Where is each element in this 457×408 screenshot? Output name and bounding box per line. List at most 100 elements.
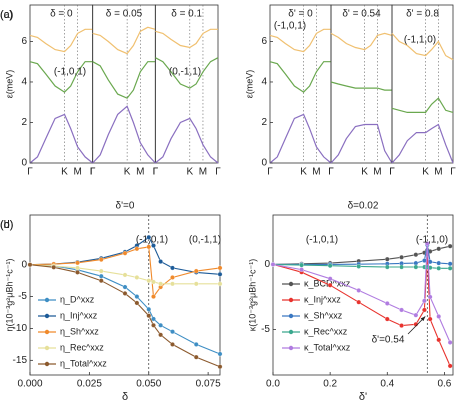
data-point [151, 322, 156, 328]
y-axis-label: ε(meV) [244, 70, 254, 99]
data-point [447, 265, 453, 271]
y-axis-label: κ(10⁻³g²μBh⁻¹c⁻¹) [247, 259, 257, 331]
y-axis-label: η(10⁻³g²μBh⁻¹c⁻¹) [4, 259, 14, 332]
data-point [356, 264, 362, 269]
data-point [427, 294, 433, 300]
legend-marker [288, 329, 294, 335]
x-tick-label: K [186, 167, 193, 178]
data-point [384, 256, 390, 262]
x-tick-label: Γ [27, 167, 33, 178]
band-line [29, 113, 94, 164]
data-point [447, 243, 453, 249]
band-line [154, 117, 219, 164]
y-tick-label: -5 [18, 291, 27, 302]
data-point [327, 263, 333, 269]
x-tick-label: 0.075 [196, 379, 221, 390]
x-tick-label: Γ [328, 167, 334, 178]
plot-frame [272, 214, 454, 376]
legend-label: η_Rec^xxz [60, 342, 104, 352]
band-line [92, 105, 156, 164]
data-point [327, 282, 333, 288]
data-point [356, 288, 362, 293]
data-point [151, 294, 156, 299]
x-tick-label: M [373, 167, 381, 178]
band-line [269, 113, 332, 164]
band-line [391, 32, 454, 61]
data-point [146, 313, 152, 319]
legend-marker [288, 281, 294, 287]
data-point [98, 278, 104, 284]
data-point [75, 265, 80, 271]
data-point [356, 299, 362, 305]
data-point [134, 246, 140, 252]
plot-frame [29, 214, 221, 376]
data-point [299, 262, 304, 268]
data-point [75, 260, 80, 266]
annotation: (0,-1,1) [169, 67, 201, 78]
data-point [98, 273, 104, 279]
data-point [158, 259, 163, 264]
x-tick-label: M [199, 167, 207, 178]
band-line [330, 81, 392, 91]
data-point [427, 316, 433, 322]
x-tick-label: M [73, 167, 81, 178]
x-tick-label: Γ [215, 167, 221, 178]
band-line [391, 123, 454, 164]
y-axis-label: ε(meV) [4, 70, 14, 99]
data-point [170, 275, 175, 280]
x-axis-label: δ [122, 391, 128, 403]
x-tick-label: 0.2 [323, 379, 337, 390]
annotation: (0,-1,1) [189, 235, 221, 246]
data-point [27, 262, 33, 268]
data-point [436, 337, 442, 343]
subpanel-title: δ = 0.05 [106, 9, 143, 20]
legend-label: κ_Rec^xxz [304, 326, 348, 336]
data-point [413, 260, 419, 266]
legend-marker [288, 297, 294, 303]
y-tick-label: 6 [21, 36, 27, 47]
data-point [146, 234, 152, 240]
chart-title: δ'=0 [116, 201, 135, 212]
data-point [299, 267, 304, 272]
y-tick-label: 0 [21, 259, 27, 270]
data-point [193, 268, 199, 274]
x-tick-label: 0.050 [136, 379, 161, 390]
y-tick-label: 2 [261, 117, 267, 128]
band-line [92, 61, 156, 99]
data-point [422, 307, 427, 313]
annotation: (-1,0,1) [274, 21, 306, 32]
data-point [436, 314, 442, 319]
data-point [193, 342, 199, 347]
legend-marker [288, 313, 294, 319]
data-point [399, 254, 404, 260]
data-point [122, 272, 128, 278]
y-tick-label: -5 [261, 324, 270, 335]
data-point [384, 316, 390, 322]
data-point [413, 264, 419, 270]
subpanel-frame [154, 4, 219, 164]
data-point [436, 260, 442, 266]
x-tick-label: 0.6 [437, 379, 451, 390]
data-point [170, 281, 175, 287]
data-point [146, 278, 152, 284]
subpanel-title: δ = 0 [50, 9, 73, 20]
panel-label: (c) [0, 9, 13, 21]
data-point [447, 340, 453, 345]
x-tick-label: Γ [328, 167, 334, 178]
data-point [146, 244, 152, 250]
legend-label: η_D^xxz [60, 294, 95, 304]
data-point [193, 354, 199, 360]
x-tick-label: K [361, 167, 368, 178]
x-tick-label: Γ [90, 167, 96, 178]
annotation: (-1,1,0) [404, 35, 436, 46]
series-line [29, 246, 221, 299]
data-point [436, 246, 442, 252]
data-point [422, 298, 427, 304]
series-line [29, 264, 221, 355]
x-tick-label: M [136, 167, 144, 178]
x-tick-label: Γ [267, 167, 273, 178]
data-point [424, 241, 430, 246]
data-point [134, 275, 140, 280]
data-point [217, 271, 223, 277]
